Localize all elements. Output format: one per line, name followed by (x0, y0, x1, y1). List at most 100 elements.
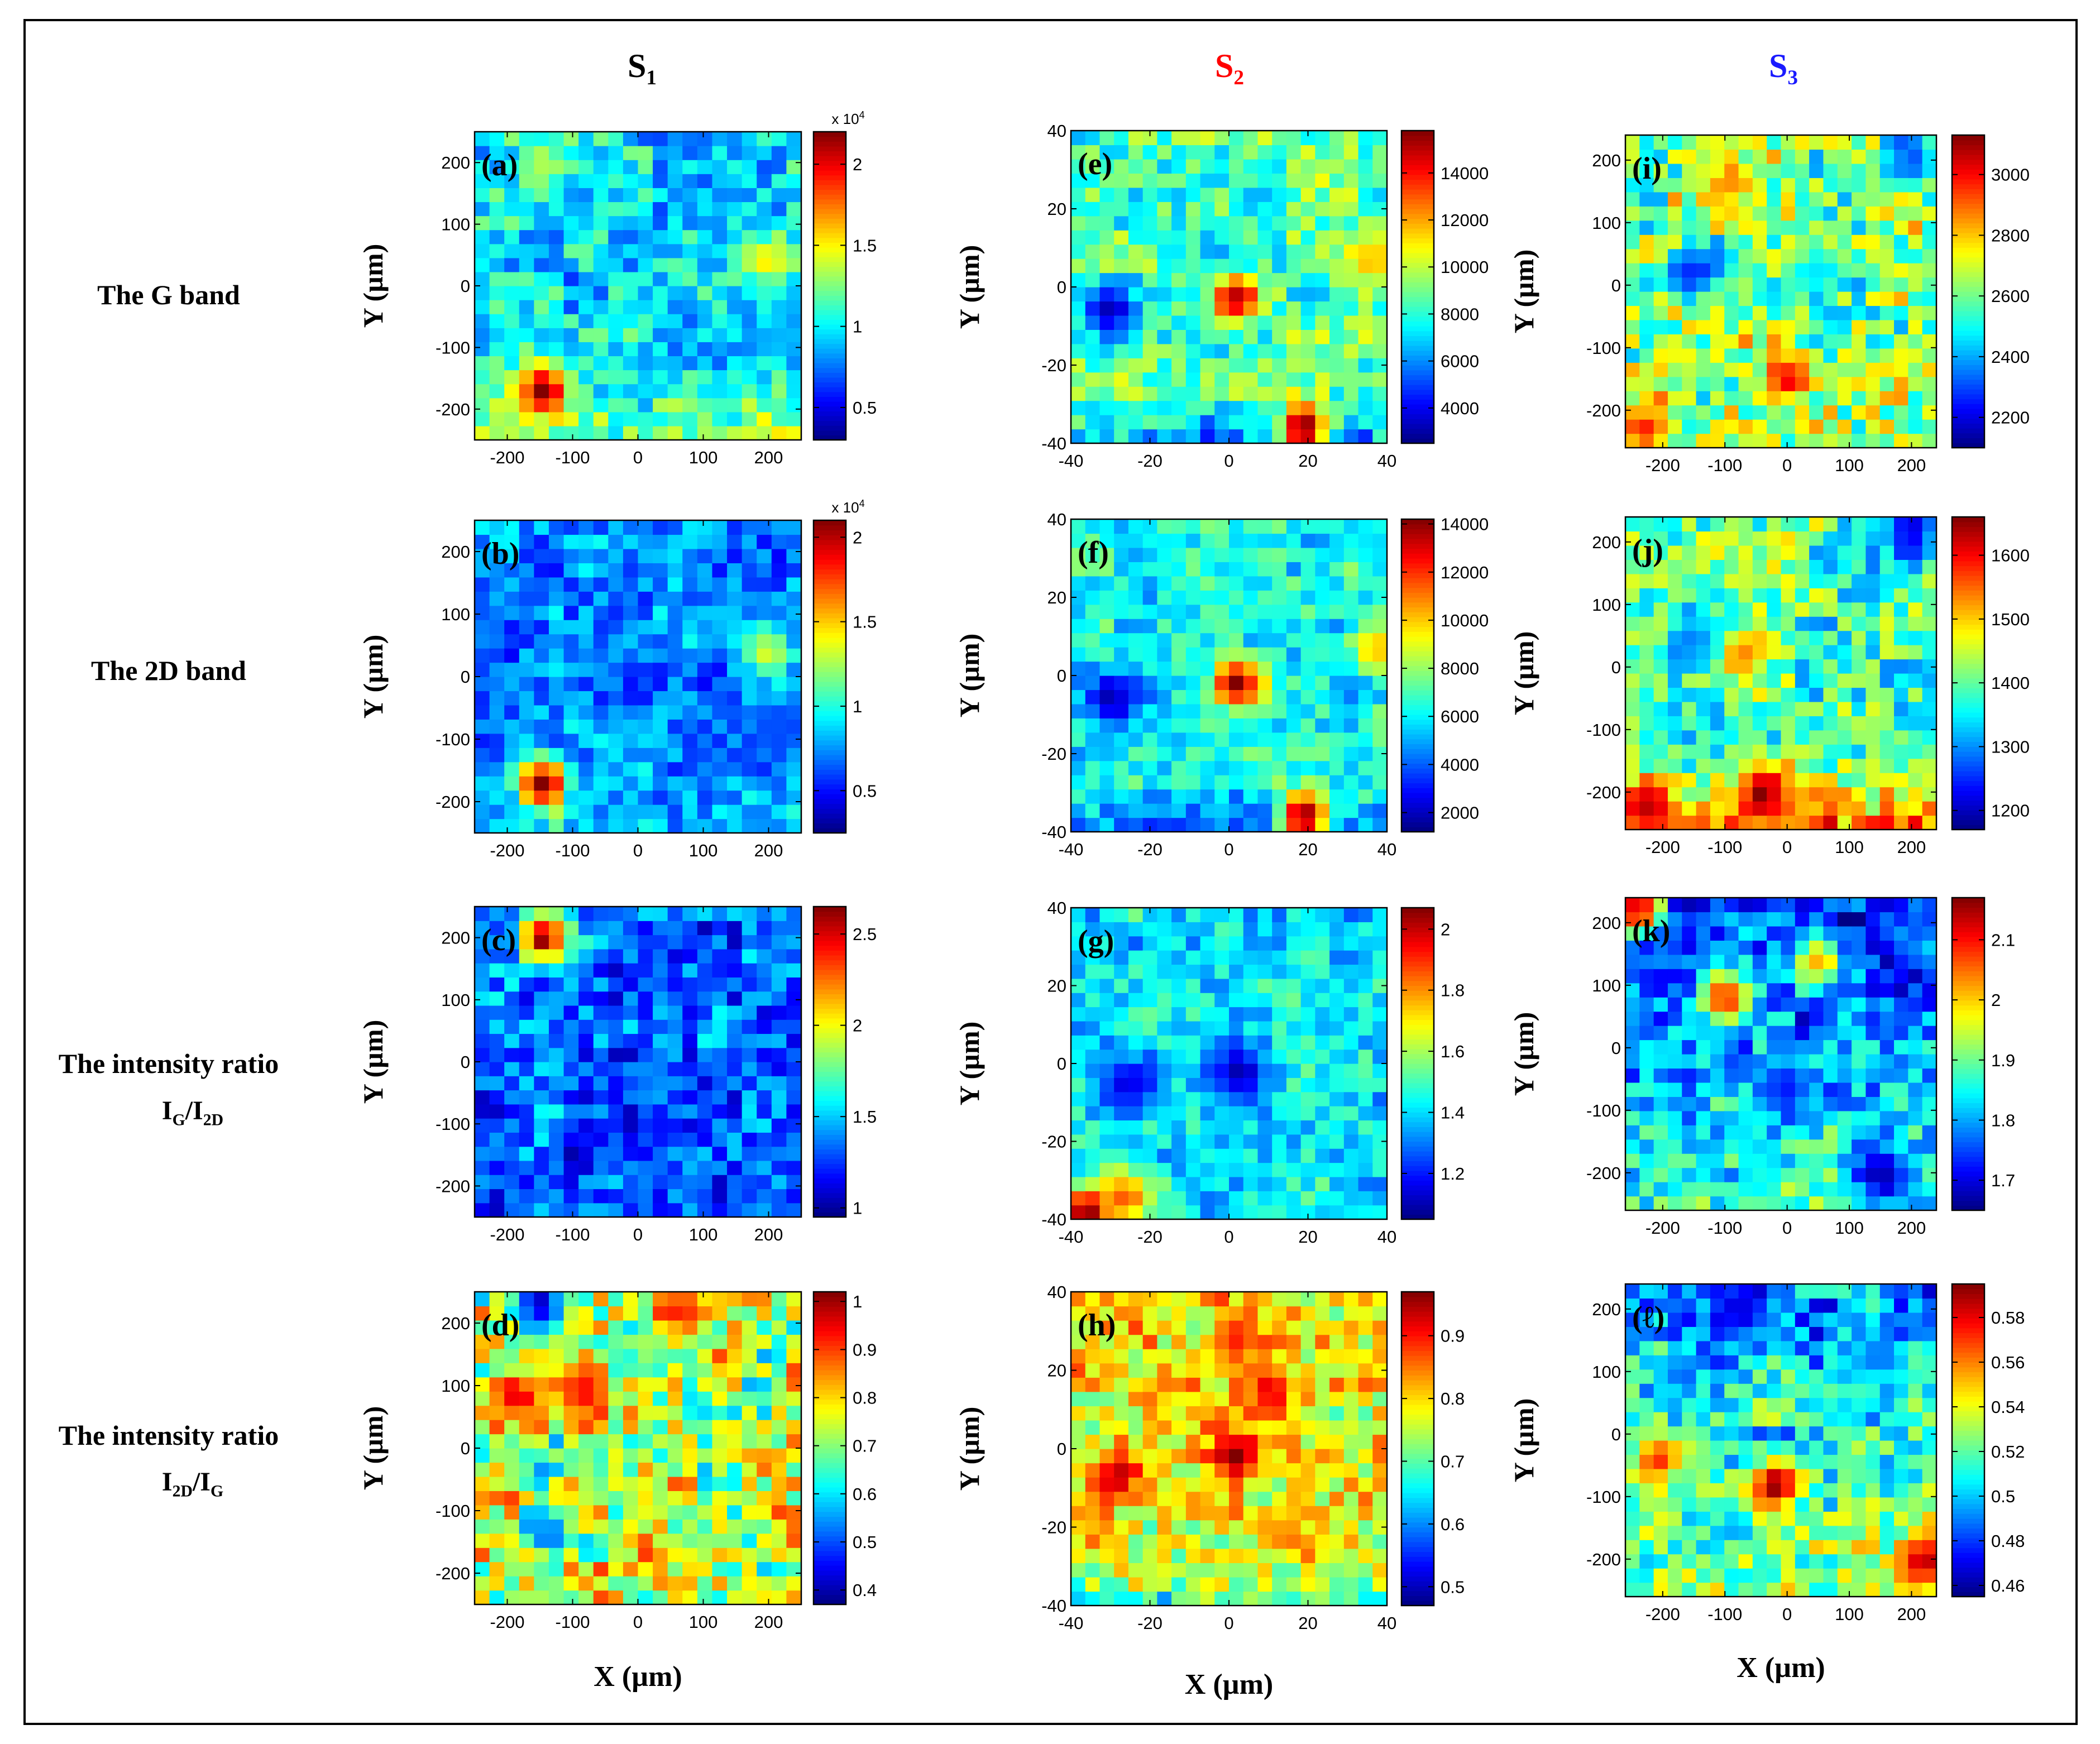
heatmap-cell (1667, 319, 1682, 334)
heatmap-cell (504, 356, 520, 371)
heatmap-cell (1171, 1091, 1187, 1106)
heatmap-cell (1128, 1520, 1144, 1535)
heatmap-cell (593, 1202, 609, 1218)
colorbar-step (814, 213, 846, 219)
heatmap-cell (1286, 950, 1302, 965)
heatmap-cell (563, 1561, 579, 1577)
heatmap-cell (742, 1505, 757, 1520)
heatmap-cell (1142, 1020, 1157, 1036)
heatmap-cell (1114, 159, 1129, 174)
heatmap-cell (638, 1590, 653, 1605)
colorbar-step (1401, 243, 1434, 248)
heatmap-cell (1272, 1077, 1287, 1093)
heatmap-cell (1185, 187, 1201, 202)
heatmap-cell (1243, 315, 1259, 330)
heatmap-cell (563, 356, 579, 371)
heatmap-cell (727, 1405, 743, 1420)
heatmap-cell (653, 577, 668, 592)
heatmap-cell (727, 356, 743, 371)
heatmap-cell (1071, 173, 1086, 188)
heatmap-cell (504, 691, 520, 706)
heatmap-cell (504, 1420, 520, 1435)
heatmap-cell (623, 271, 639, 286)
heatmap-cell (548, 1076, 565, 1091)
heatmap-cell (1667, 419, 1682, 434)
heatmap-cell (1358, 202, 1373, 217)
heatmap-cell (1185, 1063, 1201, 1078)
heatmap-cell (623, 662, 639, 677)
heatmap-cell (682, 1561, 698, 1577)
heatmap-cell (504, 1448, 520, 1463)
heatmap-cell (475, 397, 490, 413)
heatmap-cell (475, 1405, 490, 1420)
heatmap-cell (1272, 329, 1287, 344)
heatmap-cell (1710, 348, 1725, 363)
heatmap-cell (1200, 547, 1215, 562)
heatmap-cell (1185, 1091, 1201, 1106)
heatmap-cell (1358, 1506, 1373, 1521)
heatmap-cell (757, 1033, 772, 1048)
colorbar-step (1401, 428, 1434, 434)
heatmap-cell (1372, 272, 1388, 288)
heatmap-cell (682, 132, 698, 146)
heatmap-cell (682, 384, 698, 399)
colorbar-step (1401, 1019, 1434, 1025)
heatmap-cell (667, 425, 683, 440)
colorbar-step (814, 808, 846, 814)
colorbar-step (1401, 257, 1434, 263)
colorbar-step (1401, 1185, 1434, 1191)
heatmap-cell (1243, 187, 1259, 202)
colorbar-step (814, 764, 846, 770)
heatmap-cell (786, 286, 802, 300)
heatmap-cell (475, 1462, 490, 1477)
heatmap-cell (1682, 419, 1697, 434)
heatmap-cell (608, 1334, 624, 1349)
heatmap-cell (1114, 372, 1129, 387)
heatmap-cell (1286, 1420, 1302, 1435)
heatmap-cell (563, 776, 579, 791)
heatmap-cell (1243, 1162, 1259, 1177)
heatmap-cell (1329, 1591, 1345, 1606)
heatmap-cell (1085, 1334, 1101, 1349)
heatmap-cell (771, 1202, 787, 1218)
heatmap-cell (727, 1118, 743, 1133)
heatmap-cell (593, 677, 609, 692)
heatmap-cell (534, 1160, 549, 1175)
heatmap-cell (742, 662, 757, 677)
heatmap-cell (1214, 703, 1230, 718)
heatmap-cell (682, 1005, 698, 1020)
heatmap-cell (1114, 533, 1129, 548)
heatmap-cell (771, 977, 787, 992)
colorbar-tick-label: 0.5 (853, 398, 877, 418)
heatmap-cell (697, 818, 713, 833)
heatmap-cell (1243, 429, 1259, 444)
colorbar-step (814, 535, 846, 540)
heatmap-cell (1286, 1406, 1302, 1421)
heatmap-cell (697, 188, 713, 203)
colorbar-step (814, 598, 846, 604)
colorbar-tick-label: 0.5 (853, 1532, 877, 1552)
heatmap-cell (1114, 272, 1129, 288)
heatmap-cell (1315, 1591, 1330, 1606)
heatmap-cell (1085, 519, 1101, 534)
heatmap-cell (1085, 131, 1101, 146)
colorbar-step (1401, 827, 1434, 832)
heatmap-cell (712, 1118, 728, 1133)
heatmap-cell (1343, 1520, 1359, 1535)
heatmap-cell (727, 243, 743, 258)
heatmap-cell (771, 1175, 787, 1190)
heatmap-cell (786, 384, 802, 399)
heatmap-cell (638, 634, 653, 649)
colorbar-step (814, 1144, 846, 1149)
heatmap-cell (1229, 1377, 1244, 1392)
colorbar-step (1401, 802, 1434, 808)
colorbar-step (1401, 1204, 1434, 1210)
heatmap-cell (1214, 964, 1230, 979)
heatmap-cell (1085, 1420, 1101, 1435)
heatmap-cell (1272, 159, 1287, 174)
heatmap-cell (653, 202, 668, 217)
heatmap-cell (548, 271, 565, 286)
colorbar-step (814, 1086, 846, 1091)
heatmap-cell (682, 534, 698, 549)
